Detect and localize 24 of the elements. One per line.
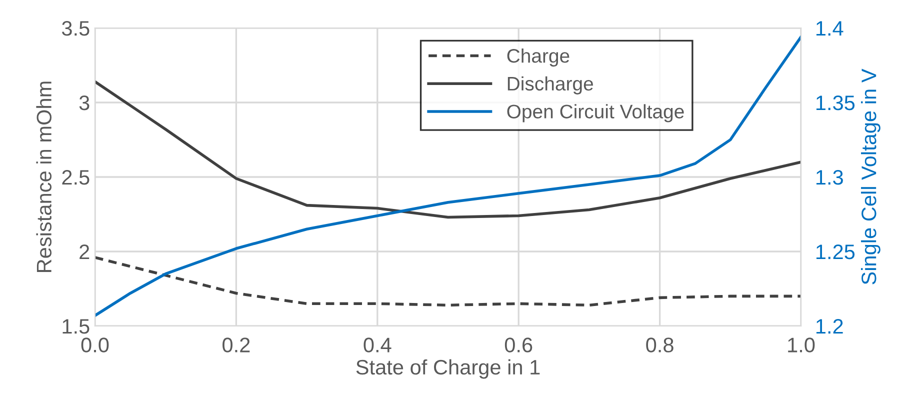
y2-axis-title: Single Cell Voltage in V	[860, 68, 880, 284]
y2-tick-label: 1.3	[816, 170, 843, 185]
y-tick-label: 2	[80, 244, 90, 260]
legend-label: Charge	[507, 48, 570, 67]
y-tick-label: 3	[79, 96, 90, 110]
y-axis-title: Resistance in mOhm	[36, 82, 52, 272]
x-tick-label: 0.6	[504, 338, 532, 352]
x-tick-label: 0.8	[646, 338, 674, 352]
y2-tick-label: 1.4	[816, 21, 844, 36]
x-tick-label: 0.0	[81, 338, 109, 352]
line-series	[95, 36, 801, 317]
x-axis-title: State of Charge in 1	[356, 359, 540, 379]
y-tick-label: 3.5	[62, 21, 90, 36]
y-tick-label: 2.5	[62, 170, 90, 185]
y2-tick-label: 1.25	[816, 244, 855, 260]
x-tick-label: 1.0	[788, 338, 815, 352]
legend-label: Open Circuit Voltage	[507, 104, 684, 122]
y-tick-label: 1.5	[62, 319, 90, 334]
x-tick-label: 0.4	[364, 338, 392, 352]
x-tick-label: 0.2	[222, 338, 250, 352]
line-series	[95, 256, 801, 307]
y2-tick-label: 1.35	[816, 96, 855, 110]
legend-label: Discharge	[508, 76, 593, 94]
y2-tick-label: 1.2	[816, 319, 843, 334]
